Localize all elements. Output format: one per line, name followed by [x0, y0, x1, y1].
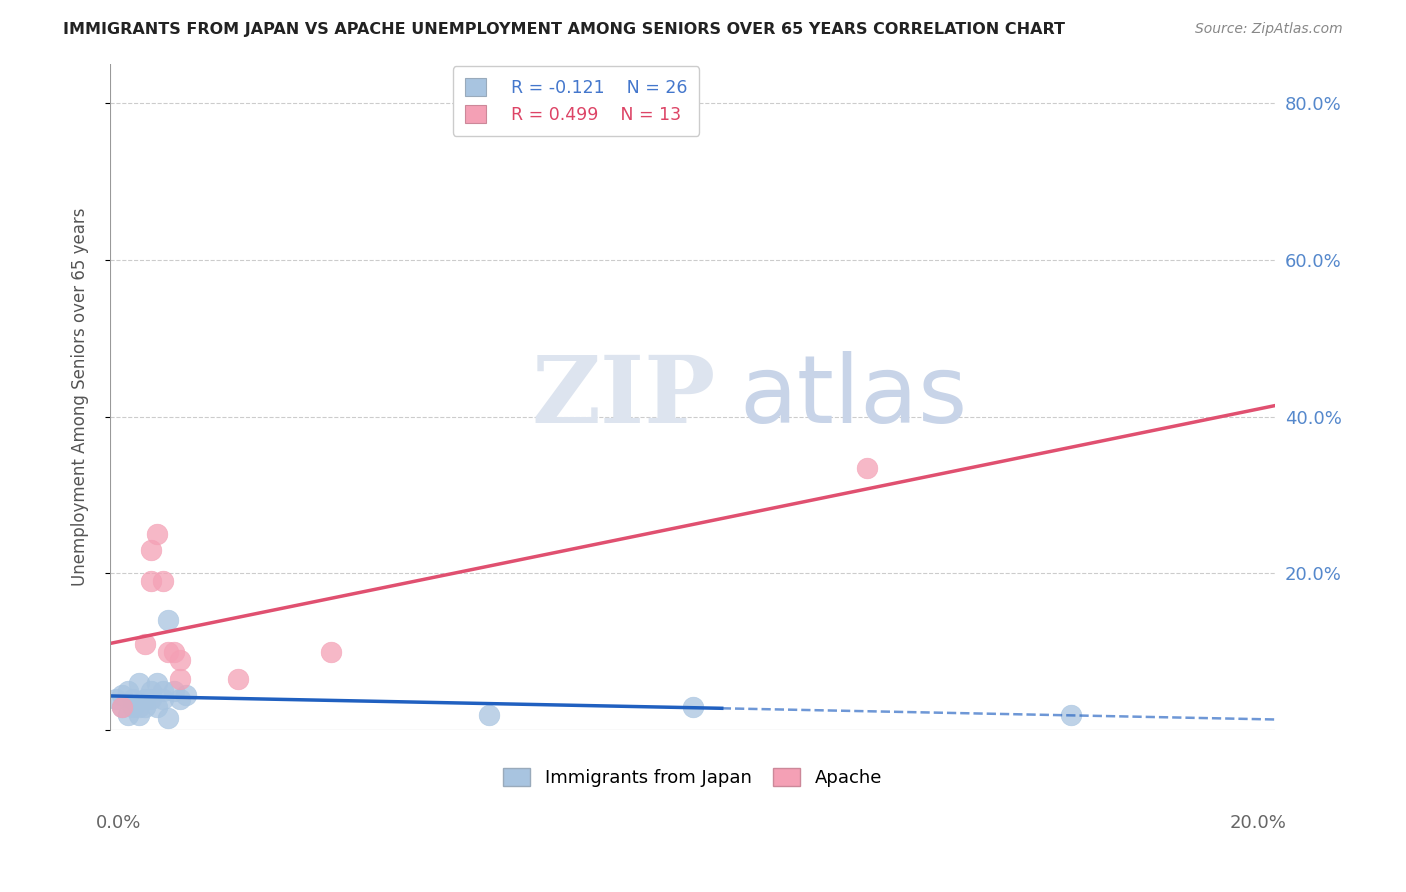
Point — [856, 460, 879, 475]
Point — [152, 574, 174, 589]
Y-axis label: Unemployment Among Seniors over 65 years: Unemployment Among Seniors over 65 years — [72, 208, 89, 586]
Point — [134, 699, 156, 714]
Text: ZIP: ZIP — [531, 352, 716, 442]
Point — [128, 676, 150, 690]
Point — [478, 707, 501, 722]
Point — [682, 699, 704, 714]
Point — [157, 645, 180, 659]
Point — [128, 707, 150, 722]
Point — [145, 676, 167, 690]
Point — [145, 699, 167, 714]
Point — [104, 691, 127, 706]
Point — [139, 543, 162, 558]
Point — [111, 699, 134, 714]
Point — [145, 527, 167, 541]
Text: Source: ZipAtlas.com: Source: ZipAtlas.com — [1195, 22, 1343, 37]
Point — [139, 574, 162, 589]
Point — [117, 707, 139, 722]
Text: IMMIGRANTS FROM JAPAN VS APACHE UNEMPLOYMENT AMONG SENIORS OVER 65 YEARS CORRELA: IMMIGRANTS FROM JAPAN VS APACHE UNEMPLOY… — [63, 22, 1066, 37]
Point — [134, 691, 156, 706]
Point — [128, 699, 150, 714]
Point — [134, 637, 156, 651]
Point — [174, 688, 197, 702]
Point — [226, 672, 249, 686]
Point — [139, 684, 162, 698]
Point — [169, 672, 191, 686]
Point — [122, 691, 145, 706]
Point — [117, 684, 139, 698]
Point — [139, 691, 162, 706]
Point — [169, 691, 191, 706]
Point — [163, 684, 186, 698]
Point — [152, 691, 174, 706]
Point — [152, 684, 174, 698]
Point — [1060, 707, 1083, 722]
Legend: Immigrants from Japan, Apache: Immigrants from Japan, Apache — [496, 761, 890, 795]
Text: 0.0%: 0.0% — [96, 814, 141, 831]
Point — [111, 699, 134, 714]
Point — [122, 699, 145, 714]
Point — [157, 614, 180, 628]
Point — [163, 645, 186, 659]
Point — [157, 711, 180, 725]
Text: 20.0%: 20.0% — [1230, 814, 1286, 831]
Point — [169, 653, 191, 667]
Point — [321, 645, 343, 659]
Point — [111, 688, 134, 702]
Text: atlas: atlas — [740, 351, 967, 443]
